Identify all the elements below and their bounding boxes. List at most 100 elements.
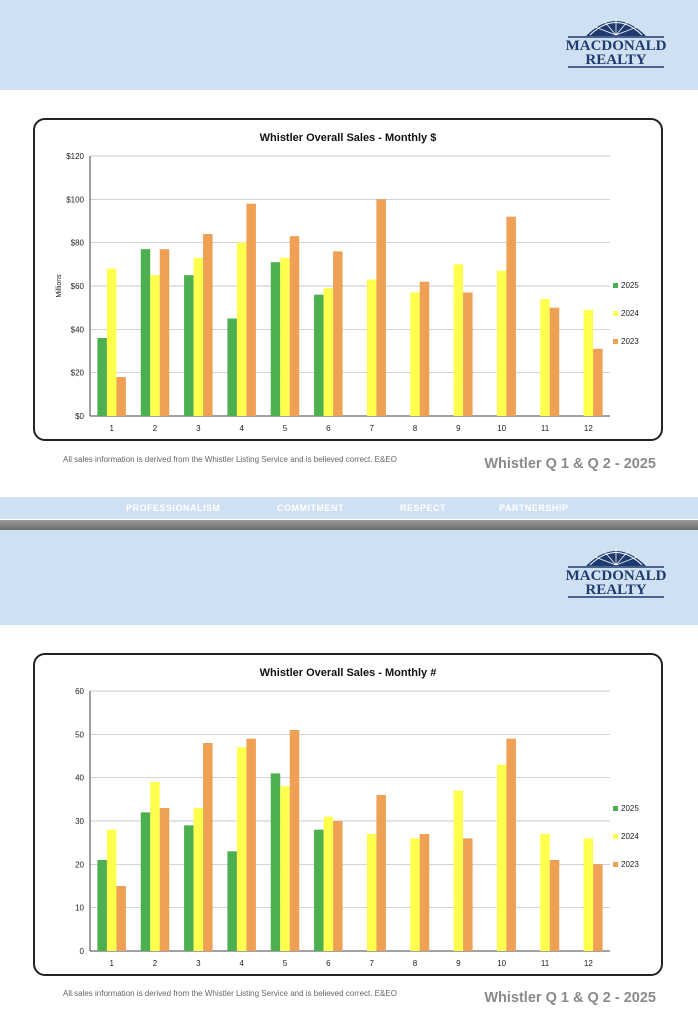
y-axis-label: Millions [56,274,63,298]
bar-2023-month-1 [116,886,126,951]
bar-2025-month-2 [140,812,151,951]
legend-swatch-2023 [613,862,618,867]
report-title: Whistler Q 1 & Q 2 - 2025 [484,456,656,472]
bar-2023-month-5 [289,730,300,951]
footer-band: PROFESSIONALISM COMMITMENT RESPECT PARTN… [0,497,698,519]
bar-2023-month-6 [333,821,343,951]
y-tick-label: $120 [66,152,84,161]
x-tick-label: 12 [584,959,593,968]
x-tick-label: 9 [456,959,461,968]
bar-2025-month-1 [97,860,107,951]
x-tick-label: 5 [283,959,288,968]
bar-2024-month-5 [280,786,290,951]
logo-text-line1: MACDONALD [566,568,667,584]
x-tick-label: 2 [153,959,158,968]
y-tick-label: 40 [75,774,84,783]
bar-2024-month-8 [410,292,420,416]
disclaimer-text: All sales information is derived from th… [63,989,397,998]
bar-2024-month-4 [236,242,247,416]
legend-label-2024: 2024 [621,309,639,318]
bar-2023-month-4 [246,738,256,951]
bar-2025-month-6 [314,294,324,416]
bar-2023-month-10 [506,216,516,416]
footer-value-respect: RESPECT [400,503,447,513]
x-tick-label: 6 [326,424,331,433]
bar-2024-month-12 [583,838,594,951]
monthly-count-chart: Whistler Overall Sales - Monthly # 0 10 20 3… [75,667,639,968]
y-tick-label: 0 [80,947,85,956]
report-page-2: MACDONALD REALTY Whistler Overall Sales … [0,530,698,1030]
bar-2023-month-7 [376,199,386,416]
bar-2024-month-7 [366,279,377,416]
x-tick-label: 10 [497,959,506,968]
bar-2024-month-9 [453,790,464,951]
chart-title: Whistler Overall Sales - Monthly # [260,667,437,679]
bar-2024-month-10 [496,764,507,951]
bar-2024-month-2 [150,782,160,951]
bar-2025-month-2 [140,249,151,416]
y-tick-label: 60 [75,687,84,696]
y-tick-label: $0 [75,412,84,421]
x-tick-label: 1 [109,424,114,433]
logo-text-line2: REALTY [585,582,646,598]
monthly-dollar-chart-frame: Whistler Overall Sales - Monthly $ $0 $20 $… [33,118,663,441]
x-tick-label: 2 [153,424,158,433]
bar-2023-month-8 [419,834,430,951]
bar-2024-month-3 [193,257,204,416]
legend-label-2024: 2024 [621,832,639,841]
bar-2023-month-9 [463,838,473,951]
y-tick-label: 50 [75,730,84,739]
bar-2024-month-12 [583,309,594,416]
disclaimer-text: All sales information is derived from th… [63,455,397,464]
logo-text-line1: MACDONALD [566,38,667,54]
bar-2024-month-11 [540,299,550,416]
legend-swatch-2025 [613,806,618,811]
bar-2024-month-6 [323,288,334,416]
bar-2023-month-1 [116,377,126,416]
x-tick-label: 5 [283,424,288,433]
bar-2025-month-1 [97,338,107,416]
bar-2023-month-9 [463,292,473,416]
bar-2023-month-7 [376,795,386,951]
y-tick-label: 20 [75,860,84,869]
legend-label-2025: 2025 [621,281,639,290]
x-tick-label: 9 [456,424,461,433]
bar-2024-month-5 [280,257,290,416]
bar-2024-month-9 [453,264,464,416]
report-page-1: MACDONALD REALTY Whistler Overall Sales … [0,0,698,520]
header-band: MACDONALD REALTY [0,0,698,90]
bar-2023-month-12 [593,348,603,416]
x-tick-label: 3 [196,424,201,433]
y-tick-label: $40 [71,325,85,334]
bar-2023-month-11 [549,860,560,951]
x-tick-label: 6 [326,959,331,968]
y-tick-label: 30 [75,817,84,826]
report-title: Whistler Q 1 & Q 2 - 2025 [484,990,656,1006]
bar-2023-month-5 [289,236,300,416]
x-tick-label: 8 [413,424,418,433]
bar-2025-month-4 [227,318,237,416]
x-tick-label: 12 [584,424,593,433]
bar-2024-month-10 [496,270,507,416]
bar-2023-month-6 [333,251,343,416]
bar-2024-month-1 [106,829,117,951]
legend-label-2023: 2023 [621,337,639,346]
y-tick-label: $100 [66,195,84,204]
x-tick-label: 4 [239,424,244,433]
legend-swatch-2023 [613,339,618,344]
monthly-dollar-chart: Whistler Overall Sales - Monthly $ $0 $20 $… [56,132,639,433]
bar-2024-month-2 [150,275,160,416]
logo-text-line2: REALTY [585,52,646,68]
bar-2024-month-1 [106,268,117,416]
bar-2025-month-3 [184,825,194,951]
x-tick-label: 11 [541,424,550,433]
x-tick-label: 4 [239,959,244,968]
bar-2023-month-4 [246,203,256,416]
x-tick-label: 11 [541,959,550,968]
page-divider [0,520,698,530]
legend-swatch-2024 [613,311,618,316]
footer-value-partnership: PARTNERSHIP [499,503,569,513]
chart-title: Whistler Overall Sales - Monthly $ [260,132,437,144]
x-tick-label: 8 [413,959,418,968]
legend-swatch-2025 [613,283,618,288]
